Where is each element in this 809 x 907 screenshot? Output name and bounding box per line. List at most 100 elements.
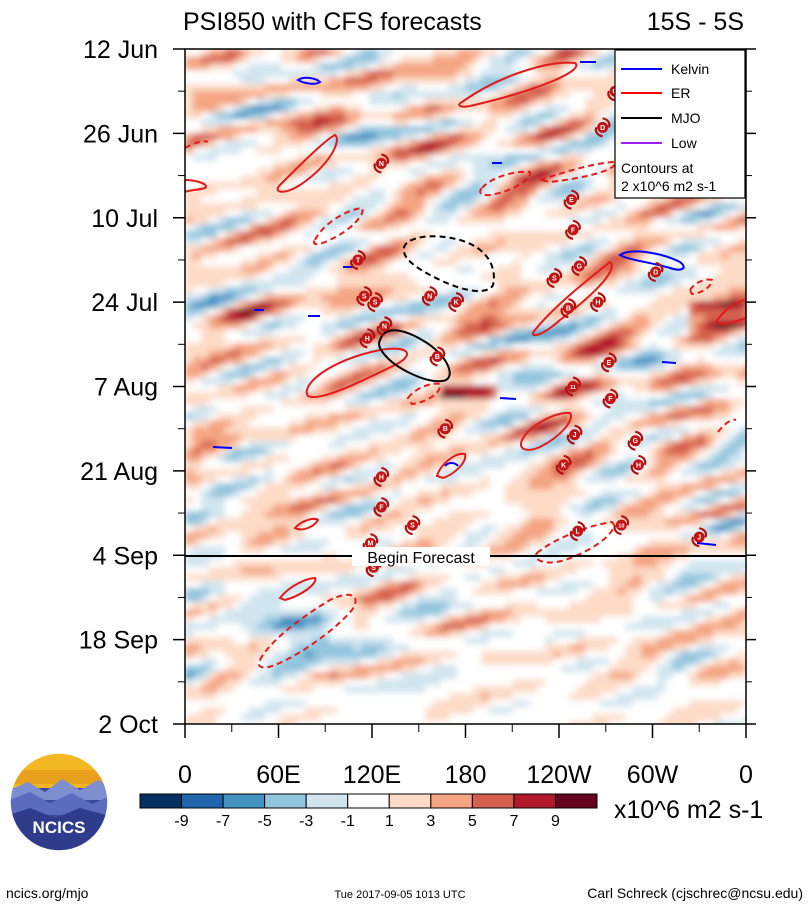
- logo-text: NCICS: [33, 818, 86, 837]
- storm-label: B: [443, 426, 448, 433]
- colorbar-label: -9: [174, 813, 188, 830]
- storm-marker: J: [566, 424, 583, 445]
- kelvin-contour: [296, 76, 322, 85]
- forecast-label-bg: [352, 547, 490, 566]
- storm-label: F: [379, 505, 384, 512]
- colorbar-swatch: [264, 793, 307, 809]
- storm-marker: E: [601, 352, 617, 373]
- y-axis: 12 Jun 26 Jun 10 Jul 24 Jul 7 Aug 21 Aug 4 Sep…: [79, 36, 756, 739]
- storm-label: N: [427, 294, 432, 301]
- legend-note-1: Contours at: [621, 160, 693, 176]
- footer-author: Carl Schreck (cjschrec@ncsu.edu): [587, 885, 803, 901]
- er-contour: [278, 576, 317, 602]
- colorbar-swatch: [347, 793, 390, 809]
- colorbar-swatch: [181, 793, 224, 809]
- legend-low-label: Low: [671, 135, 698, 151]
- storm-marker: K: [555, 454, 572, 475]
- storm-label: J: [573, 432, 577, 439]
- y-tick-label: 18 Sep: [79, 627, 158, 655]
- x-axis: 0 60E 120E 180 120W 60W 0: [178, 724, 753, 789]
- er-contour: [305, 347, 408, 399]
- colorbar-swatch: [222, 793, 266, 809]
- colorbar-label: -1: [341, 813, 355, 830]
- colorbar-swatch: [139, 793, 183, 809]
- er-contour: [520, 411, 572, 451]
- storm-marker: E: [563, 189, 580, 210]
- forecast-label: Begin Forecast: [367, 550, 475, 567]
- storm-label: L: [576, 529, 581, 536]
- storm-label: S: [552, 276, 557, 283]
- storm-label: G: [633, 438, 639, 445]
- storm-marker: G: [627, 430, 644, 451]
- storm-label: H: [595, 300, 600, 307]
- colorbar-swatch: [430, 793, 473, 809]
- storm-marker: S: [404, 515, 421, 536]
- storm-marker: G: [571, 255, 588, 277]
- colorbar-swatch: [471, 793, 515, 809]
- y-tick-label: 7 Aug: [94, 374, 158, 402]
- footer-url: ncics.org/mjo: [6, 885, 89, 901]
- x-tick-label: 0: [178, 761, 192, 789]
- er-contour: [458, 61, 578, 108]
- er-contour-dashed: [534, 520, 615, 564]
- storm-marker: B: [437, 418, 454, 439]
- legend-box: [614, 49, 746, 199]
- legend-mjo-label: MJO: [671, 110, 701, 126]
- colorbar-swatch: [388, 793, 432, 809]
- er-contour: [276, 133, 338, 193]
- storm-marker: D: [647, 261, 664, 283]
- colorbar-label: -7: [216, 813, 230, 830]
- legend-er-label: ER: [671, 85, 690, 101]
- kelvin-contour: [661, 361, 677, 364]
- x-tick-label: 0: [739, 761, 753, 789]
- x-tick-label: 60E: [256, 761, 300, 789]
- mjo-contour-dashed: [402, 235, 495, 292]
- kelvin-contour: [499, 397, 517, 400]
- er-contour: [185, 179, 207, 193]
- mjo-contour: [378, 329, 451, 383]
- colorbar-swatch: [305, 793, 349, 809]
- storm-label: H: [379, 474, 384, 481]
- storm-marker: H: [590, 292, 606, 313]
- storm-marker: H: [630, 454, 647, 475]
- colorbar-label: -5: [258, 813, 272, 830]
- y-tick-label: 26 Jun: [83, 120, 158, 148]
- storm-marker: S: [546, 267, 563, 289]
- region-label: 15S - 5S: [647, 8, 744, 36]
- storm-marker: H: [359, 328, 376, 349]
- kelvin-contour: [444, 462, 459, 467]
- y-tick-label: 2 Oct: [98, 711, 158, 739]
- colorbar-label: 7: [509, 813, 518, 830]
- storm-label: H: [365, 336, 370, 343]
- storm-label: E: [569, 197, 574, 204]
- colorbar-label: 5: [468, 813, 477, 830]
- er-contour: [435, 452, 467, 480]
- footer-timestamp: Tue 2017-09-05 1013 UTC: [334, 889, 465, 901]
- storm-marker: F: [565, 219, 581, 240]
- storm-marker: B: [560, 298, 577, 319]
- storm-marker: H: [373, 466, 390, 487]
- storm-marker: N: [376, 316, 393, 337]
- colorbar: -9 -7 -5 -3 -1 1 3 5 7 9: [139, 793, 598, 830]
- storm-label: T: [356, 257, 361, 264]
- storm-marker: L: [569, 521, 586, 542]
- storm-label: 10: [618, 524, 624, 530]
- storm-label: B: [566, 306, 571, 313]
- storm-marker: F: [602, 388, 619, 409]
- er-contour-dashed: [717, 418, 737, 433]
- er-contour-dashed: [479, 170, 532, 197]
- storm-label: S: [410, 523, 415, 530]
- storm-label: 11: [570, 385, 576, 391]
- storm-label: K: [561, 462, 566, 469]
- anomaly-field: [185, 49, 746, 724]
- storm-label: D: [600, 125, 605, 132]
- storm-marker: N: [373, 153, 390, 174]
- kelvin-contour: [212, 446, 233, 449]
- storm-marker: 11: [565, 376, 581, 397]
- storm-marker: T: [350, 249, 366, 271]
- y-tick-label: 24 Jul: [91, 289, 158, 317]
- colorbar-label: -3: [299, 813, 313, 830]
- y-tick-label: 12 Jun: [83, 36, 158, 64]
- y-tick-label: 10 Jul: [91, 205, 158, 233]
- x-tick-label: 60W: [627, 761, 679, 789]
